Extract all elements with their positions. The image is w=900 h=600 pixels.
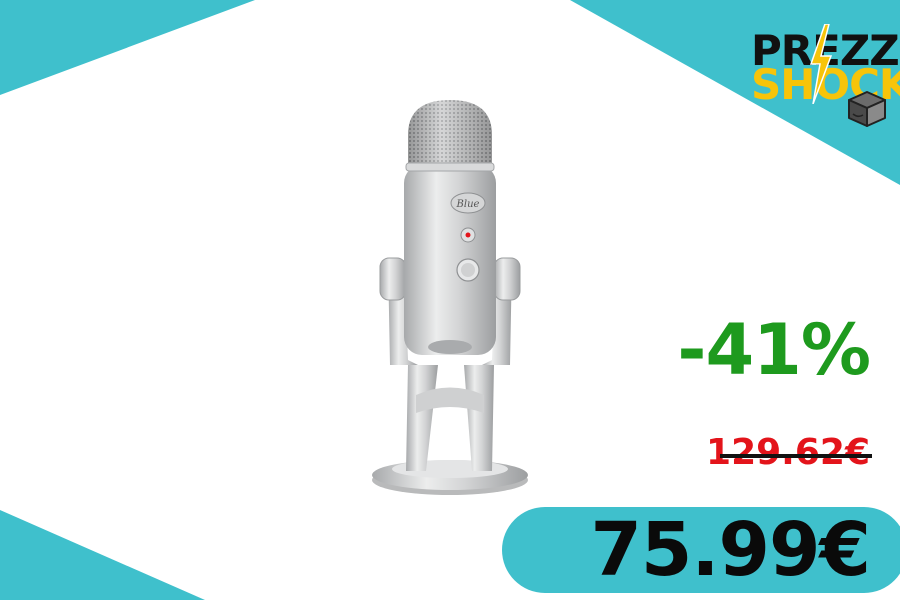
lightning-bolt-icon	[809, 24, 833, 104]
package-box-icon	[848, 91, 886, 127]
discount-percentage: -41%	[677, 309, 871, 391]
strikethrough-line	[720, 454, 872, 458]
price-pill	[502, 507, 900, 593]
top-left-stripe	[0, 0, 255, 95]
usb-microphone-image: Blue	[372, 100, 528, 495]
bottom-left-stripe	[0, 510, 205, 600]
new-price: 75.99€	[590, 507, 871, 593]
prezzo-shock-logo: PREZZO SHOCK	[745, 24, 900, 128]
old-price: 129.62€	[706, 432, 870, 473]
brand-mark: Blue	[456, 199, 480, 210]
